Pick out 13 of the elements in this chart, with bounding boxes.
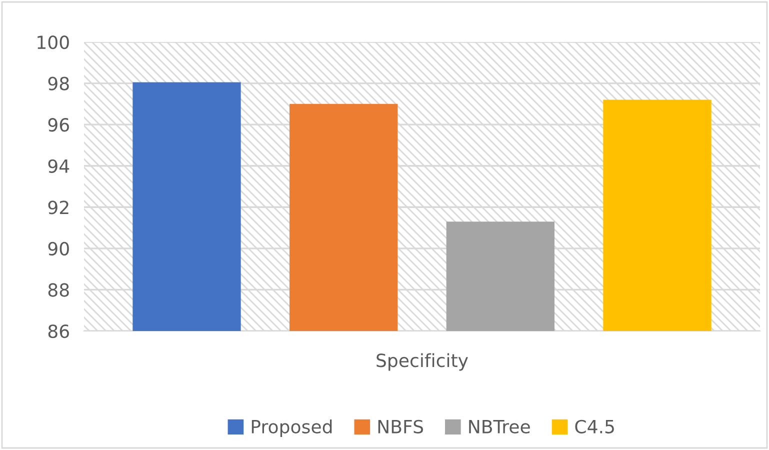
y-tick-label: 100 — [38, 35, 69, 50]
y-tick-label: 94 — [48, 159, 70, 173]
y-tick-label: 86 — [48, 324, 69, 338]
legend-label: Proposed — [252, 420, 332, 437]
legend-label: C4.5 — [575, 420, 614, 434]
y-tick-label: 98 — [48, 76, 69, 90]
y-tick-label: 88 — [48, 283, 69, 297]
legend-label: NBFS — [378, 420, 424, 434]
y-tick-label: 92 — [48, 200, 68, 214]
x-tick-label: Specificity — [376, 353, 468, 371]
y-tick-label: 90 — [48, 242, 69, 256]
legend-label: NBTree — [469, 420, 530, 434]
y-tick-label: 96 — [48, 118, 69, 132]
